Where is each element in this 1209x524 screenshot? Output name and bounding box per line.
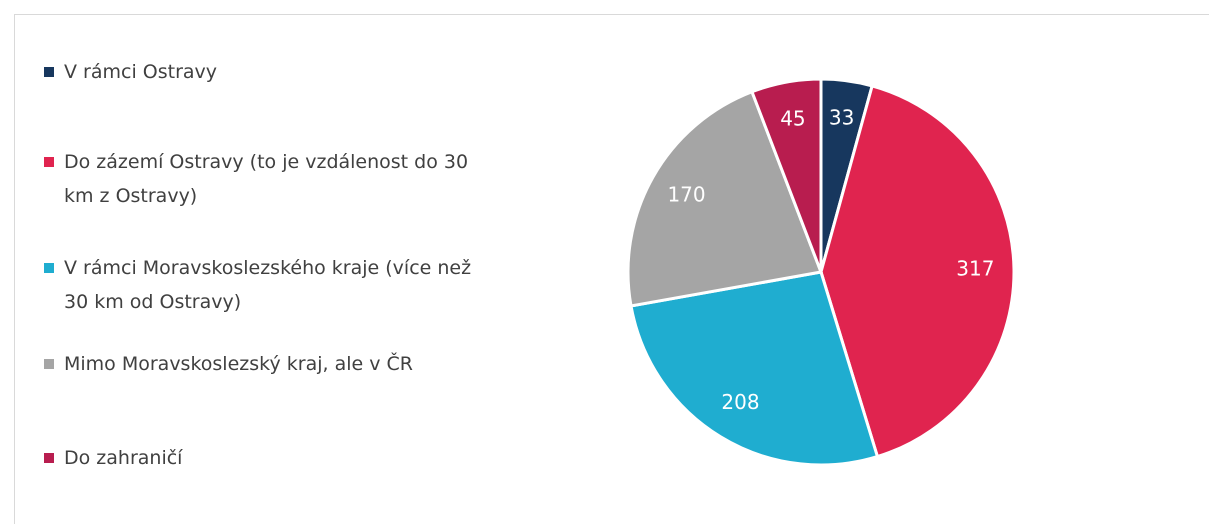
- legend-item: Mimo Moravskoslezský kraj, ale v ČR: [44, 347, 484, 381]
- legend-label: Mimo Moravskoslezský kraj, ale v ČR: [64, 353, 413, 375]
- legend-label: Do zahraničí: [64, 447, 183, 469]
- legend-swatch: [44, 157, 54, 167]
- data-label: 170: [667, 183, 705, 207]
- pie-slice: [750, 77, 823, 273]
- data-label: 33: [829, 105, 854, 129]
- legend-swatch: [44, 67, 54, 77]
- pie-slice: [629, 270, 880, 467]
- data-label: 45: [780, 107, 805, 131]
- legend-item: Do zahraničí: [44, 441, 484, 475]
- chart-frame: [14, 14, 1209, 524]
- legend-item: Do zázemí Ostravy (to je vzdálenost do 3…: [44, 145, 484, 213]
- legend-swatch: [44, 359, 54, 369]
- legend-swatch: [44, 453, 54, 463]
- data-label: 317: [956, 256, 994, 280]
- legend-label: V rámci Ostravy: [64, 61, 218, 83]
- legend-label: Do zázemí Ostravy (to je vzdálenost do 3…: [64, 151, 469, 207]
- data-label: 208: [721, 390, 759, 414]
- legend-label: V rámci Moravskoslezského kraje (více ne…: [64, 257, 472, 313]
- legend-swatch: [44, 263, 54, 273]
- legend-item: V rámci Ostravy: [44, 55, 484, 89]
- pie-slice: [819, 84, 1016, 459]
- legend-item: V rámci Moravskoslezského kraje (více ne…: [44, 251, 484, 319]
- pie-slice: [626, 89, 824, 308]
